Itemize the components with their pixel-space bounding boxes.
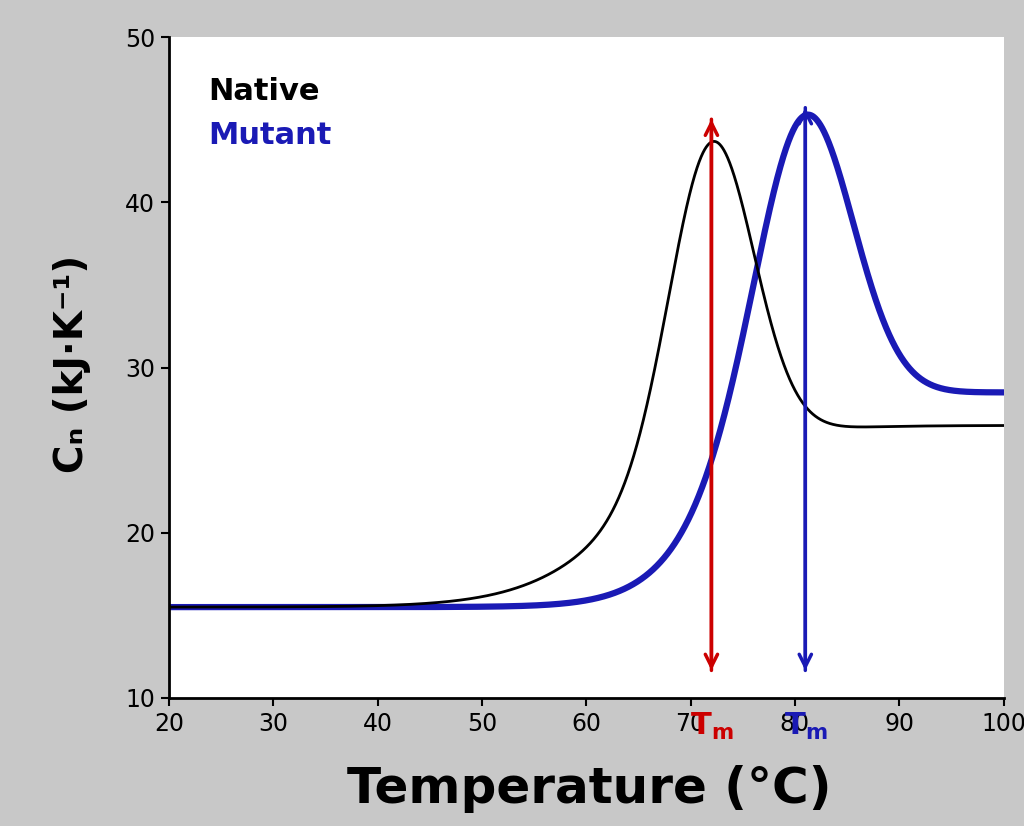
Text: $\mathbf{T_m}$: $\mathbf{T_m}$ [689, 711, 733, 743]
Legend: Native, Mutant: Native, Mutant [184, 52, 356, 174]
Text: Temperature (°C): Temperature (°C) [346, 765, 831, 813]
Text: $\mathbf{T_m}$: $\mathbf{T_m}$ [783, 711, 827, 743]
Text: Cₙ (kJ·K⁻¹): Cₙ (kJ·K⁻¹) [52, 254, 91, 472]
